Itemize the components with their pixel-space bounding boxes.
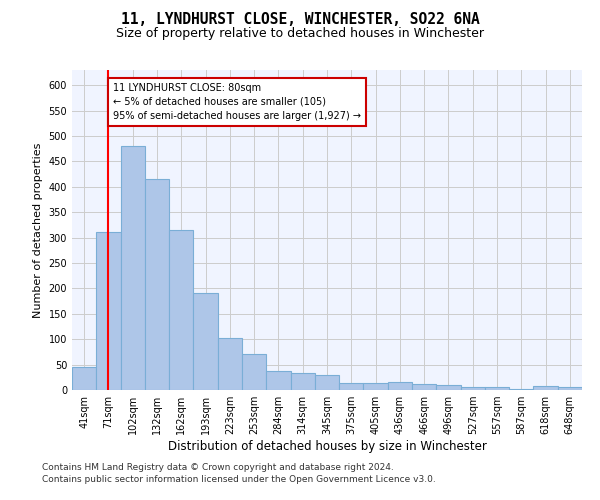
- X-axis label: Distribution of detached houses by size in Winchester: Distribution of detached houses by size …: [167, 440, 487, 453]
- Bar: [193, 294, 218, 390]
- Text: Size of property relative to detached houses in Winchester: Size of property relative to detached ho…: [116, 28, 484, 40]
- Bar: [364, 384, 388, 390]
- Bar: [290, 373, 315, 390]
- Y-axis label: Number of detached properties: Number of detached properties: [33, 142, 43, 318]
- Bar: [242, 354, 266, 390]
- Bar: [96, 232, 121, 390]
- Bar: [218, 338, 242, 390]
- Bar: [266, 370, 290, 390]
- Bar: [436, 385, 461, 390]
- Bar: [412, 384, 436, 390]
- Bar: [509, 389, 533, 390]
- Bar: [315, 375, 339, 390]
- Bar: [388, 382, 412, 390]
- Text: 11 LYNDHURST CLOSE: 80sqm
← 5% of detached houses are smaller (105)
95% of semi-: 11 LYNDHURST CLOSE: 80sqm ← 5% of detach…: [113, 82, 361, 120]
- Text: Contains public sector information licensed under the Open Government Licence v3: Contains public sector information licen…: [42, 474, 436, 484]
- Text: 11, LYNDHURST CLOSE, WINCHESTER, SO22 6NA: 11, LYNDHURST CLOSE, WINCHESTER, SO22 6N…: [121, 12, 479, 28]
- Bar: [339, 383, 364, 390]
- Text: Contains HM Land Registry data © Crown copyright and database right 2024.: Contains HM Land Registry data © Crown c…: [42, 464, 394, 472]
- Bar: [533, 386, 558, 390]
- Bar: [485, 388, 509, 390]
- Bar: [121, 146, 145, 390]
- Bar: [169, 230, 193, 390]
- Bar: [461, 387, 485, 390]
- Bar: [145, 179, 169, 390]
- Bar: [558, 387, 582, 390]
- Bar: [72, 367, 96, 390]
